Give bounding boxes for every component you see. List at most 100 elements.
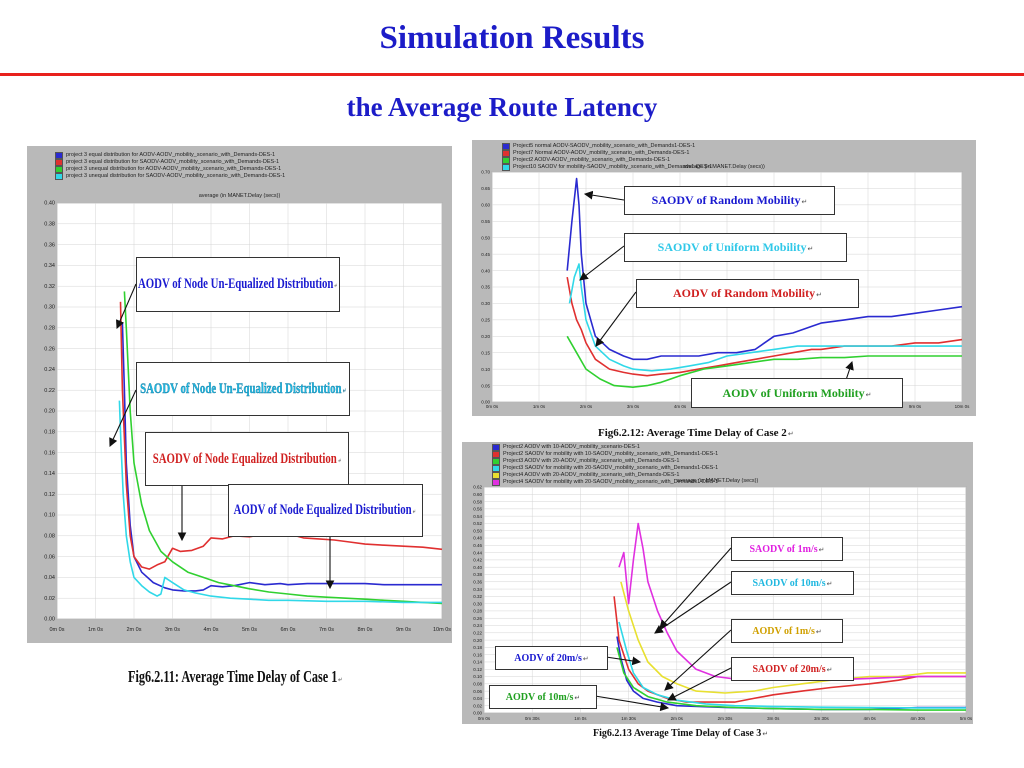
legend-label: Project7 Normal AODV-AODV_mobility_scena…	[513, 150, 690, 156]
y-tick-label: 0.55	[481, 219, 490, 224]
legend-entry: project 3 equal distribution for AODV-AO…	[55, 152, 285, 159]
legend-label: Project2 SAODV for mobility with 10-SAOD…	[503, 451, 719, 457]
y-tick-label: 0.30	[481, 301, 490, 306]
series-line	[118, 400, 442, 604]
legend-entry: Project2 AODV with 10-AODV_mobility_scen…	[492, 444, 718, 451]
legend-swatch	[502, 143, 510, 150]
annotation-box: SAODV of Node Equalized Distribution↵	[145, 432, 349, 486]
legend-label: project 3 unequal distribution for SAODV…	[66, 173, 286, 179]
y-tick-label: 0.40	[473, 565, 482, 570]
y-tick-label: 0.30	[44, 305, 55, 311]
y-tick-label: 0.24	[473, 623, 482, 628]
y-tick-label: 0.15	[481, 350, 490, 355]
series-line	[618, 621, 966, 709]
y-tick-label: 0.34	[473, 587, 482, 592]
y-tick-label: 0.18	[473, 645, 482, 650]
x-tick-label: 2m 0s	[580, 404, 593, 409]
legend-swatch	[502, 150, 510, 157]
paragraph-mark: ↵	[826, 579, 833, 588]
x-tick-label: 2m 30s	[718, 716, 734, 721]
y-tick-label: 0.28	[44, 326, 55, 332]
y-tick-label: 0.04	[44, 575, 55, 581]
annotation-box: AODV of Random Mobility↵	[636, 279, 859, 308]
legend-swatch	[492, 458, 500, 465]
annotation-box: SAODV of Node Un-Equalized Distribution↵	[136, 362, 350, 416]
x-tick-label: 4m 0s	[674, 404, 687, 409]
y-tick-label: 0.20	[481, 334, 490, 339]
y-tick-label: 0.60	[473, 492, 482, 497]
x-tick-label: 5m 0s	[960, 716, 973, 721]
legend-entry: Project4 SAODV for mobility with 20-SAOD…	[492, 479, 718, 486]
y-tick-label: 0.08	[44, 534, 55, 540]
y-tick-label: 0.25	[481, 318, 490, 323]
legend-label: project 3 unequal distribution for AODV-…	[66, 166, 282, 172]
chart-legend: project 3 equal distribution for AODV-AO…	[55, 152, 285, 180]
y-tick-label: 0.16	[44, 450, 55, 456]
y-tick-label: 0.36	[44, 242, 55, 248]
series-line	[620, 581, 966, 694]
legend-entry: project 3 equal distribution for SAODV-A…	[55, 159, 285, 166]
annotation-text: SAODV of Node Equalized Distribution↵	[152, 450, 341, 467]
y-tick-label: 0.24	[44, 367, 55, 373]
y-tick-label: 0.50	[473, 528, 482, 533]
y-tick-label: 0.38	[473, 572, 482, 577]
y-tick-label: 0.28	[473, 609, 482, 614]
legend-entry: Project4 AODV with 20-AODV_mobility_scen…	[492, 472, 718, 479]
legend-label: Project10 SAODV for mobility-SAODV_mobil…	[513, 164, 713, 170]
legend-entry: project 3 unequal distribution for SAODV…	[55, 173, 285, 180]
series-line	[119, 301, 443, 570]
y-tick-label: 0.48	[473, 536, 482, 541]
y-tick-label: 0.40	[44, 201, 55, 207]
y-tick-label: 0.22	[473, 631, 482, 636]
legend-entry: Project10 SAODV for mobility-SAODV_mobil…	[502, 164, 712, 171]
y-tick-label: 0.08	[473, 682, 482, 687]
annotation-box: SAODV of 10m/s↵	[731, 571, 854, 595]
paragraph-mark: ↵	[815, 627, 822, 636]
y-tick-label: 0.42	[473, 558, 482, 563]
x-tick-label: 4m 0s	[863, 716, 876, 721]
legend-swatch	[492, 479, 500, 486]
annotation-text: AODV of 20m/s↵	[514, 652, 589, 664]
legend-label: Project4 AODV with 20-AODV_mobility_scen…	[503, 472, 680, 478]
y-tick-label: 0.14	[473, 660, 482, 665]
annotation-box: AODV of Node Un-Equalized Distribution↵	[136, 257, 340, 312]
legend-entry: Project2 SAODV for mobility with 10-SAOD…	[492, 451, 718, 458]
chart-inner-title: average (in MANET.Delay (secs))	[676, 478, 759, 484]
paragraph-mark: ↵	[413, 508, 417, 516]
y-tick-label: 0.12	[473, 667, 482, 672]
x-tick-label: 0m 30s	[525, 716, 541, 721]
legend-swatch	[492, 465, 500, 472]
annotation-box: SAODV of 20m/s↵	[731, 657, 854, 681]
series-line	[613, 596, 966, 703]
x-tick-label: 3m 0s	[767, 716, 780, 721]
annotation-box: AODV of Node Equalized Distribution↵	[228, 484, 423, 537]
y-tick-label: 0.00	[481, 400, 490, 405]
legend-entry: Project3 AODV with 20-AODV_mobility_scen…	[492, 458, 718, 465]
annotation-text: SAODV of 10m/s↵	[752, 577, 833, 589]
y-tick-label: 0.52	[473, 521, 482, 526]
legend-entry: Project3 SAODV for mobility with 20-SAOD…	[492, 465, 718, 472]
figure-caption: Fig6.2.11: Average Time Delay of Case 1↵	[128, 667, 342, 687]
x-tick-label: 1m 0s	[88, 627, 103, 633]
legend-swatch	[55, 152, 63, 159]
y-tick-label: 0.02	[473, 703, 482, 708]
legend-swatch	[55, 166, 63, 173]
paragraph-mark: ↵	[807, 245, 814, 253]
series-line	[616, 647, 966, 711]
y-tick-label: 0.40	[481, 268, 490, 273]
y-tick-label: 0.35	[481, 285, 490, 290]
x-tick-label: 1m 0s	[533, 404, 546, 409]
x-tick-label: 0m 0s	[486, 404, 499, 409]
legend-label: project 3 equal distribution for AODV-AO…	[66, 152, 276, 158]
y-tick-label: 0.65	[481, 186, 490, 191]
annotation-text: SAODV of Uniform Mobility↵	[657, 240, 814, 254]
figure-caption: Fig6.2.13 Average Time Delay of Case 3↵	[593, 728, 768, 739]
annotation-text: SAODV of Random Mobility↵	[651, 193, 808, 207]
y-tick-label: 0.44	[473, 550, 482, 555]
y-tick-label: 0.50	[481, 235, 490, 240]
y-tick-label: 0.70	[481, 170, 490, 175]
y-tick-label: 0.04	[473, 696, 482, 701]
x-tick-label: 1m 0s	[574, 716, 587, 721]
y-tick-label: 0.36	[473, 579, 482, 584]
x-tick-label: 3m 30s	[814, 716, 830, 721]
